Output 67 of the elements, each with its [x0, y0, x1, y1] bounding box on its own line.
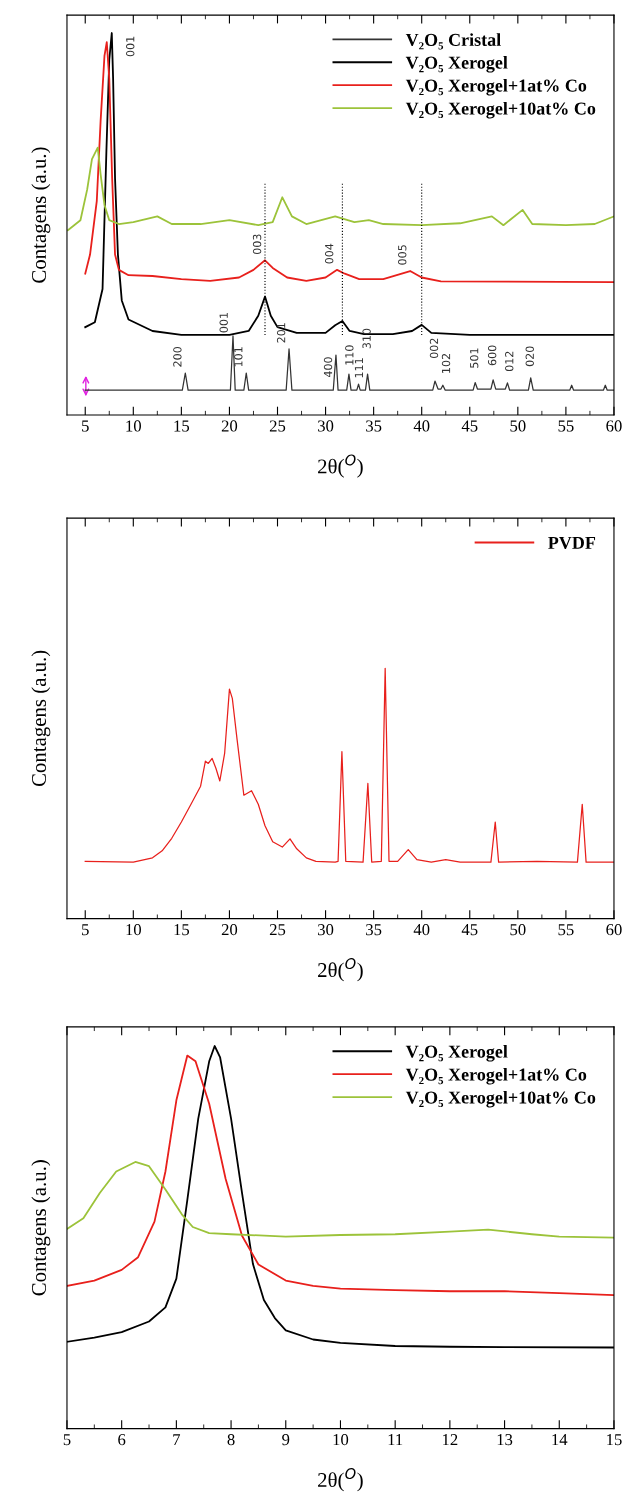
x-tick-label: 50	[510, 924, 526, 936]
x-tick-label: 12	[443, 1434, 458, 1446]
x-tick-label: 55	[558, 924, 574, 936]
x-tick-label: 10	[126, 924, 141, 936]
x-tick-label: 25	[269, 924, 286, 936]
annotation: 600	[487, 345, 497, 366]
legend-label: PVDF	[548, 536, 596, 550]
x-tick-label: 15	[174, 420, 190, 432]
annotation: 001	[126, 36, 135, 57]
x-tick-label: 20	[221, 924, 238, 936]
x-axis-title: 2θ($^{O}$)	[318, 1468, 363, 1492]
x-tick-label: 5	[63, 1434, 71, 1446]
x-tick-label: 13	[497, 1434, 513, 1446]
legend-label: V₂O₅ Xerogel+10at% Co	[405, 101, 596, 119]
x-tick-label: 10	[333, 1433, 349, 1446]
x-tick-label: 55	[558, 420, 574, 432]
annotation: 201	[276, 323, 286, 343]
annotation: 200	[173, 346, 182, 367]
x-tick-label: 30	[318, 420, 334, 432]
y-axis-title: Contagens (a.u.)	[31, 650, 51, 787]
x-tick-label: 15	[607, 1434, 622, 1446]
legend-label: V₂O₅ Xerogel+1at% Co	[405, 78, 587, 96]
x-tick-label: 9	[282, 1434, 290, 1446]
annotation: 001	[219, 312, 228, 333]
y-axis-title: Contagens (a.u.)	[31, 1160, 51, 1296]
legend-label: V₂O₅ Xerogel+1at% Co	[405, 1067, 587, 1085]
x-tick-label: 45	[461, 420, 478, 432]
annotation: 012	[505, 351, 514, 372]
annotation: 020	[525, 346, 534, 367]
x-tick-label: 14	[552, 1434, 568, 1446]
annotation: 004	[324, 243, 334, 264]
legend-label: V₂O₅ Xerogel	[405, 56, 508, 73]
legend-label: V₂O₅ Cristal	[405, 33, 501, 50]
x-tick-label: 10	[126, 420, 141, 432]
x-tick-label: 40	[413, 924, 430, 936]
x-tick-label: 6	[118, 1434, 126, 1446]
x-tick-label: 5	[82, 924, 89, 936]
x-axis-title: 2θ($^{O}$)	[318, 958, 363, 982]
annotation: 005	[398, 245, 407, 265]
x-tick-label: 60	[606, 924, 622, 936]
x-tick-label: 8	[227, 1433, 235, 1446]
annotation: 003	[252, 234, 262, 255]
x-tick-label: 20	[221, 420, 238, 432]
annotation: 102	[441, 354, 451, 373]
x-tick-label: 45	[461, 924, 478, 936]
x-tick-label: 60	[606, 420, 622, 432]
x-tick-label: 30	[318, 924, 334, 936]
x-tick-label: 35	[366, 420, 382, 432]
x-tick-label: 15	[174, 924, 190, 936]
annotation: 002	[429, 338, 439, 359]
x-tick-label: 35	[366, 924, 382, 936]
x-tick-label: 11	[388, 1434, 403, 1446]
x-tick-label: 7	[173, 1434, 181, 1446]
y-axis-title: Contagens (a.u.)	[31, 147, 51, 283]
annotation: 501	[469, 348, 479, 368]
annotation: 111	[354, 358, 363, 378]
annotation: 101	[234, 347, 243, 367]
annotation: 400	[323, 357, 333, 378]
x-tick-label: 25	[269, 420, 286, 432]
x-tick-label: 50	[510, 420, 526, 432]
annotation: 110	[345, 345, 354, 365]
x-axis-title: 2θ($^{O}$)	[318, 454, 363, 478]
legend-label: V₂O₅ Xerogel+10at% Co	[405, 1090, 596, 1108]
x-tick-label: 5	[82, 420, 89, 432]
annotation: 310	[362, 328, 371, 349]
x-tick-label: 40	[413, 420, 430, 432]
legend-label: V₂O₅ Xerogel	[405, 1045, 508, 1062]
